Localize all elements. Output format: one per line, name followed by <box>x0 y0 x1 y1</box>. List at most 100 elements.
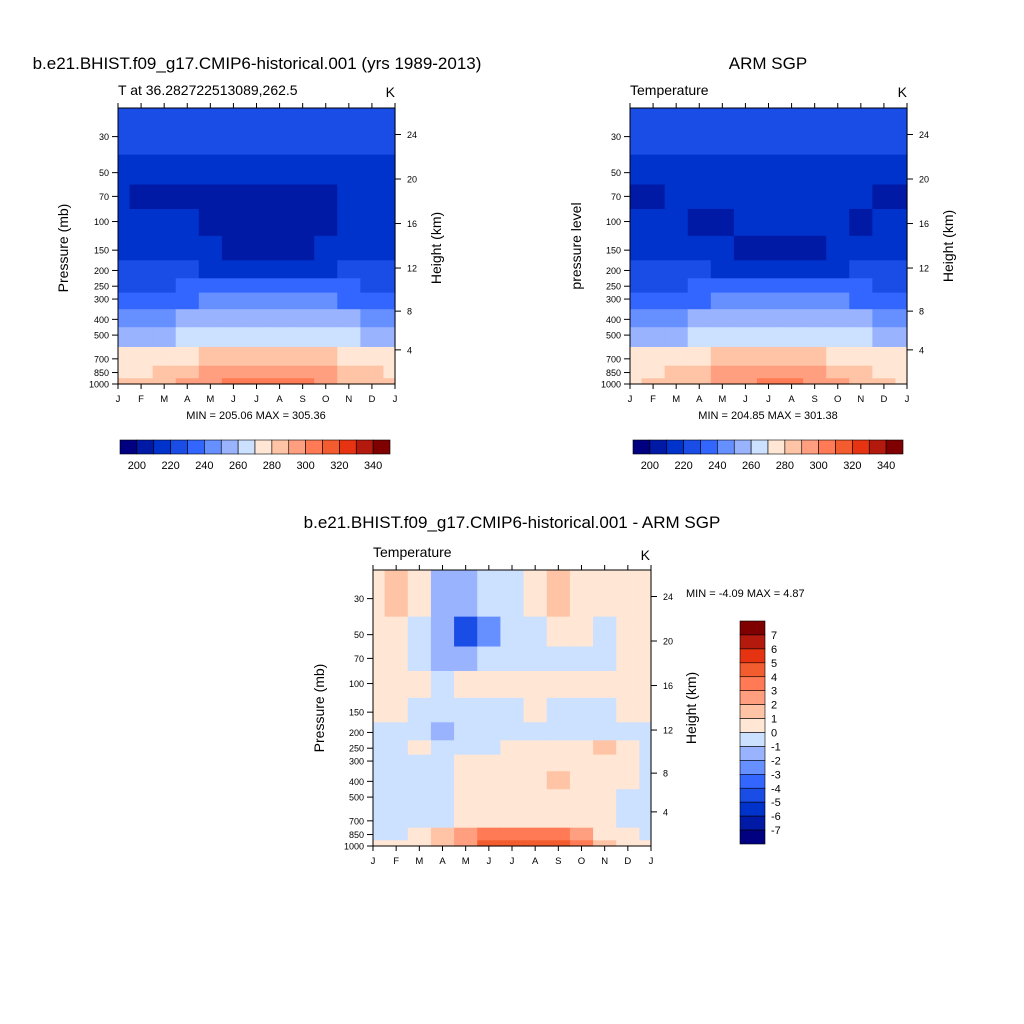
y-tick-label: 50 <box>99 168 109 178</box>
field-cell <box>430 771 455 790</box>
field-cell <box>129 260 154 279</box>
field-cell <box>733 365 758 379</box>
field-cell <box>616 771 641 790</box>
variable-label: T at 36.282722513089,262.5 <box>118 82 298 98</box>
field-cell <box>826 365 850 379</box>
field-cell <box>872 309 897 328</box>
colorbar-label: 340 <box>877 460 895 472</box>
field-cell <box>639 740 652 756</box>
field-cell <box>383 278 396 294</box>
field-cell <box>268 292 292 310</box>
field-cell <box>593 771 617 790</box>
field-cell <box>616 570 641 618</box>
field-cell <box>500 827 525 841</box>
field-cell <box>641 327 666 348</box>
field-cell <box>569 827 594 841</box>
field-cell <box>639 771 652 790</box>
field-cell <box>664 327 689 348</box>
field-cell <box>383 235 396 261</box>
field-cell <box>546 646 571 672</box>
field-cell <box>430 827 455 841</box>
field-cell <box>221 327 246 348</box>
x-tick-label: M <box>672 394 680 405</box>
field-cell <box>639 840 652 847</box>
colorbar-box <box>885 439 904 455</box>
field-cell <box>630 292 643 310</box>
field-cell <box>872 154 897 186</box>
field-cell <box>373 722 386 741</box>
field-cell <box>546 771 571 790</box>
y-tick-label: 150 <box>606 246 621 256</box>
field-cell <box>826 327 850 348</box>
field-cell <box>373 697 386 723</box>
field-cell <box>849 235 873 261</box>
y-tick-label: 150 <box>94 246 109 256</box>
field-cell <box>221 154 246 186</box>
field-cell <box>826 208 850 237</box>
field-cell <box>268 235 292 261</box>
field-cell <box>616 754 641 772</box>
field-cell <box>687 346 712 367</box>
y-tick-label: 200 <box>94 266 109 276</box>
field-cell <box>175 260 200 279</box>
field-cell <box>244 184 269 210</box>
colorbar-label: 6 <box>771 644 777 656</box>
x-tick-label: O <box>834 394 841 405</box>
field-cell <box>360 154 385 186</box>
field-cell <box>291 346 315 367</box>
field-cell <box>384 808 409 829</box>
field-cells <box>373 570 652 847</box>
field-cell <box>198 184 223 210</box>
field-cell <box>872 292 897 310</box>
field-cell <box>268 154 292 186</box>
x-tick-label: J <box>486 856 491 867</box>
min-max-stats: MIN = 205.06 MAX = 305.36 <box>186 410 325 422</box>
field-cell <box>687 235 712 261</box>
field-cell <box>803 327 827 348</box>
field-cell <box>360 235 385 261</box>
field-cell <box>687 365 712 379</box>
field-cell <box>221 108 246 156</box>
field-cell <box>221 235 246 261</box>
colorbar-box <box>288 439 306 455</box>
panel-title: ARM SGP <box>729 54 807 73</box>
field-cell <box>314 327 338 348</box>
field-cell <box>826 278 850 294</box>
panel-title: b.e21.BHIST.f09_g17.CMIP6-historical.001… <box>304 513 721 532</box>
field-cell <box>291 154 315 186</box>
field-cell <box>221 346 246 367</box>
field-cell <box>756 154 781 186</box>
field-cell <box>314 365 338 379</box>
min-max-stats: MIN = -4.09 MAX = 4.87 <box>686 588 805 600</box>
colorbar-box <box>739 746 766 761</box>
x-tick-label: O <box>578 856 585 867</box>
field-cell <box>430 570 455 618</box>
colorbar-box <box>170 439 188 455</box>
field-cell <box>118 108 131 156</box>
colorbar-box <box>220 439 239 455</box>
field-cell <box>291 292 315 310</box>
y-right-tick-label: 16 <box>407 219 417 229</box>
field-cell <box>454 722 478 741</box>
field-cell <box>756 378 781 385</box>
field-cell <box>710 309 735 328</box>
field-cell <box>454 697 478 723</box>
field-cell <box>593 646 617 672</box>
y-tick-label: 500 <box>94 331 109 341</box>
y-tick-label: 500 <box>349 793 364 803</box>
x-tick-label: J <box>116 394 121 405</box>
y-right-tick-label: 4 <box>663 807 668 817</box>
field-cell <box>756 235 781 261</box>
colorbar: 200 220 240 260 280 300 320 340 <box>632 439 904 472</box>
y-right-tick-label: 8 <box>663 769 668 779</box>
field-cell <box>895 346 908 367</box>
field-cell <box>872 235 897 261</box>
colorbar-label: 240 <box>195 460 213 472</box>
field-cell <box>523 789 548 810</box>
field-cell <box>152 184 177 210</box>
field-cell <box>641 108 666 156</box>
colorbar-label: 280 <box>263 460 281 472</box>
colorbar: 200 220 240 260 280 300 320 340 <box>119 439 391 472</box>
panel-difference: b.e21.BHIST.f09_g17.CMIP6-historical.001… <box>304 513 805 867</box>
field-cell <box>780 365 804 379</box>
